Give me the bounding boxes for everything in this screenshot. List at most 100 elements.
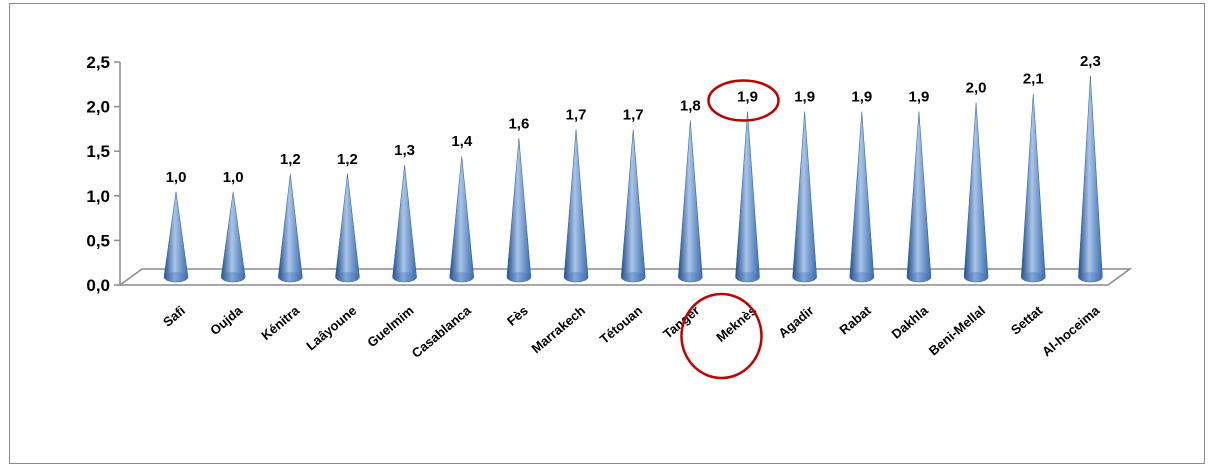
cone-base: [735, 272, 760, 282]
cone-body: [506, 138, 532, 283]
cone-base: [164, 272, 188, 282]
y-tick-label: 1,5: [86, 142, 110, 161]
data-label: 1,3: [394, 142, 415, 159]
cone-base: [564, 272, 589, 282]
x-tick-label: Beni-Mellal: [926, 303, 988, 359]
x-axis-labels: Safi Oujda Kénitra Laâyoune GuelmimCasablanc…: [160, 302, 1103, 360]
data-label: 1,9: [737, 89, 758, 106]
x-tick-label: Tétouan: [597, 303, 645, 347]
cone-base: [849, 272, 874, 282]
bar: [792, 111, 817, 283]
data-label: 1,7: [623, 106, 644, 123]
cone-base: [964, 272, 989, 282]
cone-body: [392, 165, 417, 283]
cone-body: [963, 102, 989, 283]
bar: [735, 111, 760, 283]
data-label: 1,9: [909, 89, 930, 106]
data-label: 1,4: [451, 133, 473, 150]
cone-base: [392, 272, 417, 282]
data-label: 1,6: [508, 115, 529, 132]
cone-base: [506, 272, 531, 282]
bar: [906, 111, 932, 283]
axes: [117, 62, 1133, 286]
x-tick-label: Settat: [1008, 302, 1046, 337]
x-tick-label: Safi: [160, 303, 188, 330]
cone-base: [1078, 272, 1103, 282]
x-tick-label: Rabat: [836, 302, 874, 337]
data-labels: 1,0 1,0 1,2 1,2 1,3 1,4 1,6 1,7 1,7 1,8 1,9 1,9 1,9 1…: [166, 53, 1101, 186]
bars: [163, 75, 1103, 283]
bar: [449, 156, 475, 283]
data-label: 1,2: [280, 151, 301, 168]
cone-base: [792, 272, 817, 282]
chart-frame: [9, 3, 1205, 464]
data-label: 1,9: [794, 89, 815, 106]
data-label: 1,7: [566, 106, 587, 123]
x-tick-label: Dakhla: [889, 302, 932, 341]
bar: [506, 138, 532, 283]
data-label: 2,1: [1023, 71, 1044, 88]
cone-body: [906, 111, 932, 283]
x-tick-label: Laâyoune: [303, 303, 359, 353]
data-label: 1,2: [337, 151, 358, 168]
bar: [963, 102, 989, 283]
x-tick-label: Kénitra: [258, 302, 303, 343]
cone-body: [735, 111, 760, 283]
data-label: 1,9: [851, 89, 872, 106]
cone-base: [678, 272, 703, 282]
cone-body: [220, 191, 246, 283]
data-label: 1,0: [223, 169, 244, 186]
cone-body: [620, 129, 646, 283]
cone-body: [278, 173, 303, 283]
highlight-marks: [680, 79, 780, 380]
cone-body: [1020, 93, 1046, 283]
y-tick-label: 0,0: [86, 276, 110, 295]
y-tick-label: 2,5: [86, 53, 110, 72]
cone-base: [278, 272, 303, 282]
bar: [335, 173, 360, 283]
x-tick-label: Guelmim: [364, 303, 416, 350]
bar: [220, 191, 246, 283]
y-axis-ticks: 0,0 0,5 1,0 1,5 2,0 2,5: [86, 53, 120, 295]
bar: [278, 173, 303, 283]
cone-body: [335, 173, 360, 283]
bar: [1020, 93, 1046, 283]
bar: [1078, 75, 1103, 283]
y-tick-label: 2,0: [86, 98, 110, 117]
x-tick-label: Casablanca: [409, 302, 475, 360]
highlight-circle-value: [707, 79, 780, 122]
cone-base: [1021, 272, 1046, 282]
cone-body: [792, 111, 817, 283]
bar: [620, 129, 646, 283]
x-tick-label: Al-hoceima: [1039, 302, 1103, 359]
cone-base: [449, 272, 474, 282]
x-tick-label: Agadir: [775, 303, 816, 341]
x-tick-label: Marrakech: [529, 303, 589, 356]
data-label: 2,3: [1080, 53, 1101, 70]
x-tick-label: Fès: [504, 303, 531, 329]
cone-body: [849, 111, 875, 283]
cone-body: [449, 156, 475, 283]
cone-body: [163, 191, 189, 283]
highlight-circle-label: [680, 292, 763, 380]
bar: [849, 111, 875, 283]
cone-base: [335, 272, 360, 282]
cone-base: [906, 272, 931, 282]
data-label: 1,8: [680, 97, 701, 114]
data-label: 2,0: [966, 80, 987, 97]
data-label: 1,0: [166, 169, 187, 186]
bar: [563, 129, 589, 283]
y-tick-label: 1,0: [86, 187, 110, 206]
y-tick-label: 0,5: [86, 231, 110, 250]
bar: [392, 165, 417, 283]
cone-body: [1078, 75, 1103, 283]
cone-body: [563, 129, 589, 283]
cone-base: [621, 272, 646, 282]
cone-body: [678, 120, 703, 283]
x-tick-label: Oujda: [207, 302, 245, 338]
floor-plane: [117, 268, 1133, 286]
bar: [163, 191, 189, 283]
cone-base: [221, 272, 246, 282]
bar: [678, 120, 703, 283]
